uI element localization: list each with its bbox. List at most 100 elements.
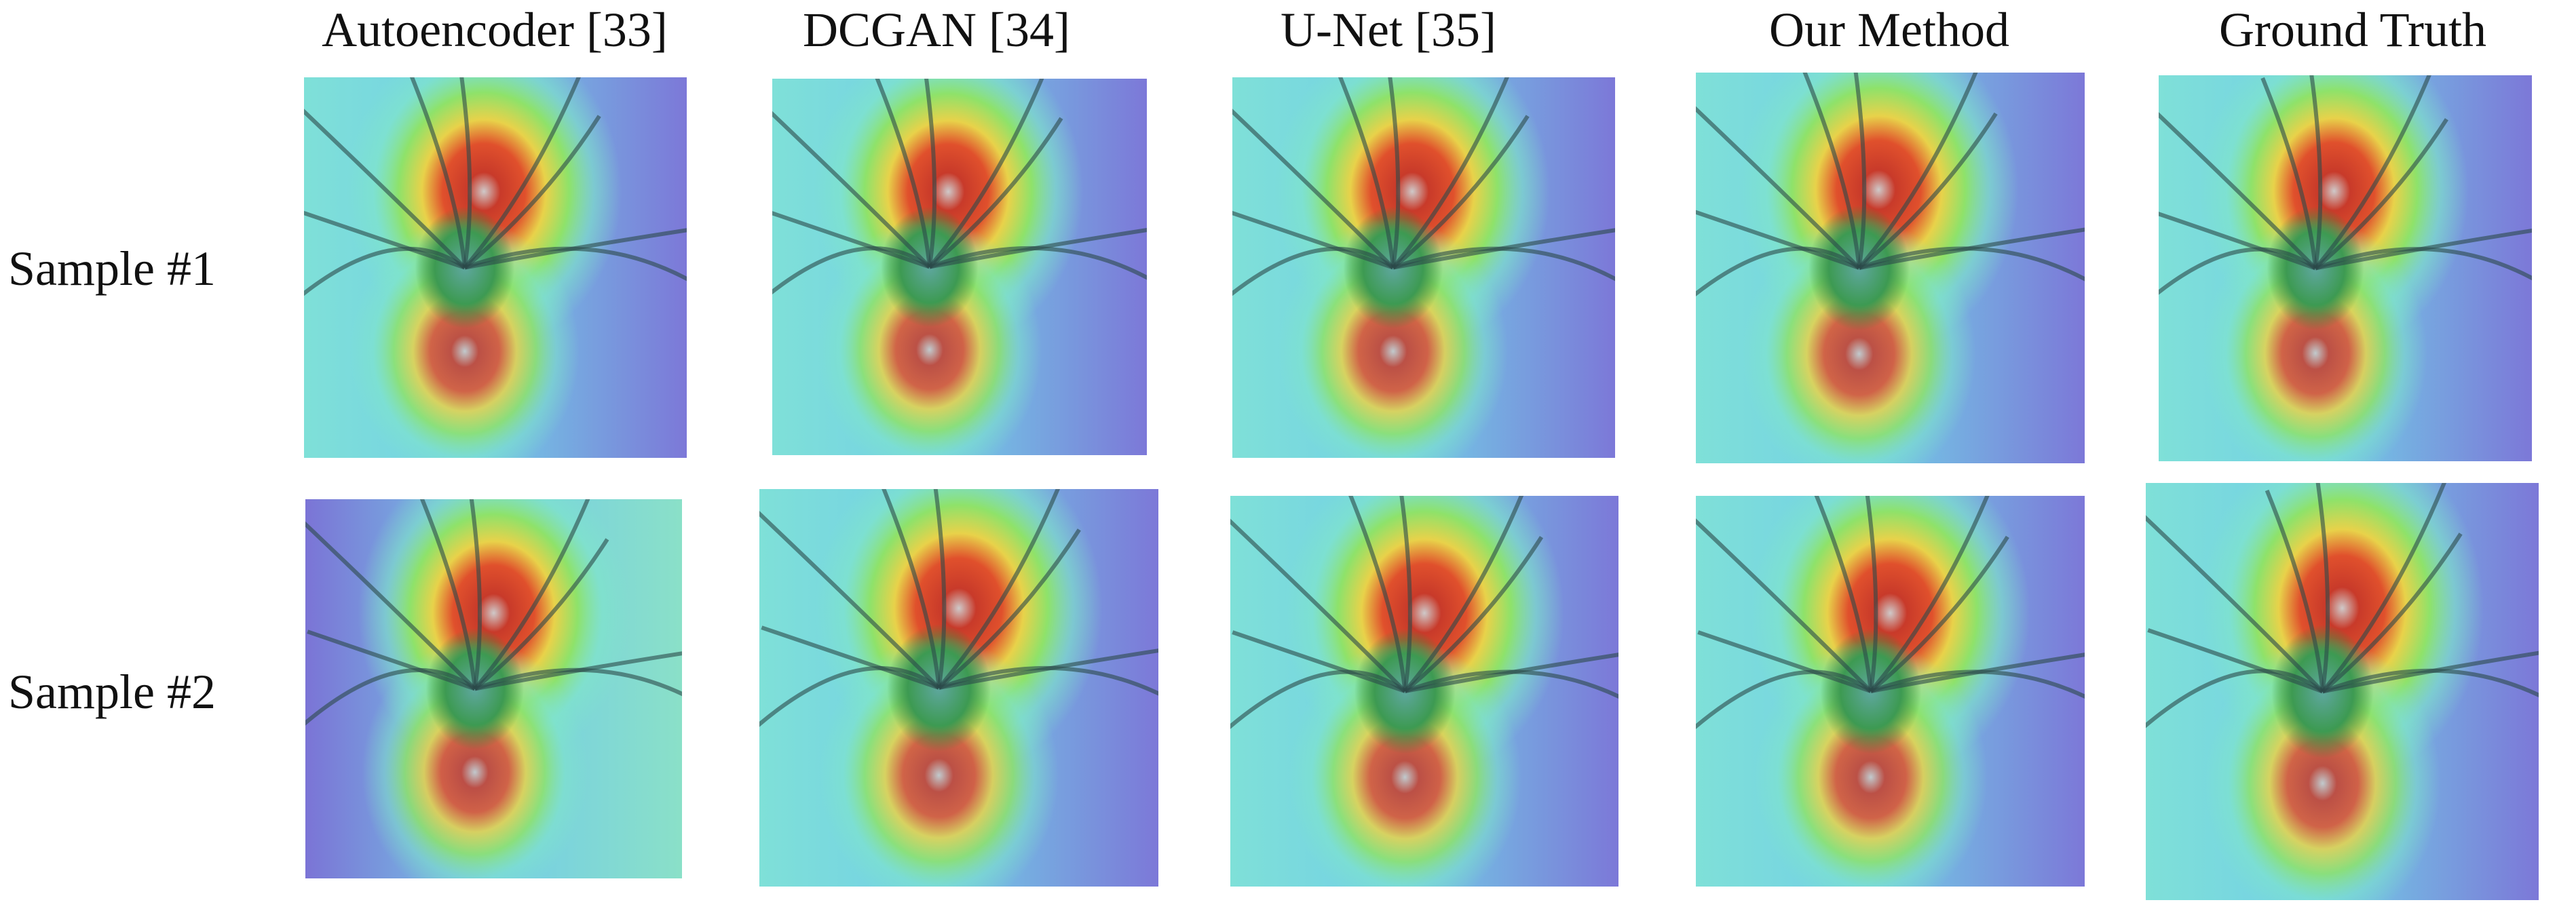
vessel (1232, 109, 1395, 269)
vessel (2159, 112, 2317, 270)
vessel (928, 79, 1044, 269)
vessel (1391, 77, 1509, 269)
column-header: Our Method (1769, 3, 2009, 57)
vessel (761, 625, 940, 690)
vessel (1230, 669, 1407, 729)
vessel (463, 77, 581, 269)
column-header: DCGAN [34] (803, 3, 1070, 57)
vessel (759, 511, 941, 690)
vessel (2322, 650, 2539, 694)
vessel (1388, 77, 1401, 268)
vessel (473, 499, 590, 691)
image-content (1696, 73, 2085, 463)
vessel (463, 246, 687, 281)
vessel (1399, 496, 1412, 692)
vessel (464, 228, 687, 270)
vessel (2315, 228, 2532, 271)
heatmap-image (1230, 496, 1618, 887)
heat-bottom (2203, 218, 2427, 461)
vessel (2321, 483, 2446, 693)
heatmap-image (759, 489, 1158, 887)
vessel (1802, 73, 1861, 269)
image-content (1230, 496, 1618, 887)
vessel (1859, 227, 2085, 270)
image-content (759, 489, 1158, 887)
vessel (469, 499, 482, 689)
vessel (473, 538, 609, 691)
vessel (772, 111, 931, 269)
vessel (1348, 496, 1407, 692)
vessel (1857, 73, 1978, 269)
vessel (2315, 483, 2330, 692)
vessel (1232, 630, 1406, 693)
vessel (1696, 106, 1861, 270)
vessel (1814, 496, 1873, 692)
column-header: U-Net [35] (1281, 3, 1496, 57)
vessel (305, 668, 476, 726)
column-header: Autoencoder [33] (322, 3, 668, 57)
vessel (1338, 77, 1395, 268)
vessel (304, 109, 467, 269)
vessel (1858, 246, 2085, 281)
heat-bottom (819, 636, 1059, 887)
vessel (1403, 496, 1524, 693)
vessel (875, 79, 932, 267)
vessel (409, 77, 467, 268)
vessel (928, 246, 1147, 280)
row-label: Sample #2 (8, 665, 216, 719)
vessel (2260, 77, 2317, 269)
vessel (1696, 210, 1860, 270)
image-content (304, 77, 687, 458)
vessel (1865, 496, 1878, 692)
vessel (1230, 518, 1407, 693)
vessel (304, 210, 466, 270)
vessel (1232, 246, 1395, 296)
image-content (2146, 483, 2539, 900)
vessel (2146, 669, 2324, 729)
vessel (474, 667, 682, 697)
vessel (1870, 669, 2085, 699)
vessel (1870, 653, 2085, 693)
vessel (2309, 75, 2323, 269)
heat-bottom (1754, 640, 1988, 887)
vessel (1697, 630, 1872, 693)
vessel (1857, 112, 1998, 270)
vessel (1392, 246, 1615, 281)
vessel (939, 648, 1158, 690)
heatmap-image (304, 77, 687, 458)
image-content (772, 79, 1147, 455)
heatmap-image (305, 499, 682, 878)
heat-bottom (349, 218, 580, 458)
vessel (1696, 518, 1872, 693)
vessel (2146, 515, 2324, 693)
vessel (1403, 536, 1544, 693)
vessel (1853, 73, 1867, 269)
vessel (2147, 628, 2324, 694)
vessel (474, 651, 682, 691)
heat-bottom (362, 639, 588, 878)
image-content (1696, 496, 2085, 887)
heatmap-image (1696, 73, 2085, 463)
vessel (1696, 669, 1872, 730)
vessel (2321, 532, 2463, 693)
vessel (419, 499, 477, 689)
vessel (933, 489, 947, 688)
vessel (2159, 212, 2317, 271)
vessel (1869, 496, 1990, 693)
image-content (2159, 75, 2532, 461)
vessel (1869, 535, 2009, 693)
vessel (937, 528, 1081, 690)
vessel (1232, 210, 1394, 270)
vessel (937, 489, 1061, 689)
vessel (307, 629, 476, 691)
vessel (459, 77, 472, 268)
heat-bottom (1288, 640, 1521, 887)
vessel (1404, 669, 1618, 699)
vessel (304, 246, 466, 296)
vessel (2313, 75, 2431, 270)
vessel (463, 115, 601, 269)
vessel (882, 489, 941, 688)
heat-bottom (1742, 217, 1976, 463)
vessel (305, 521, 476, 691)
